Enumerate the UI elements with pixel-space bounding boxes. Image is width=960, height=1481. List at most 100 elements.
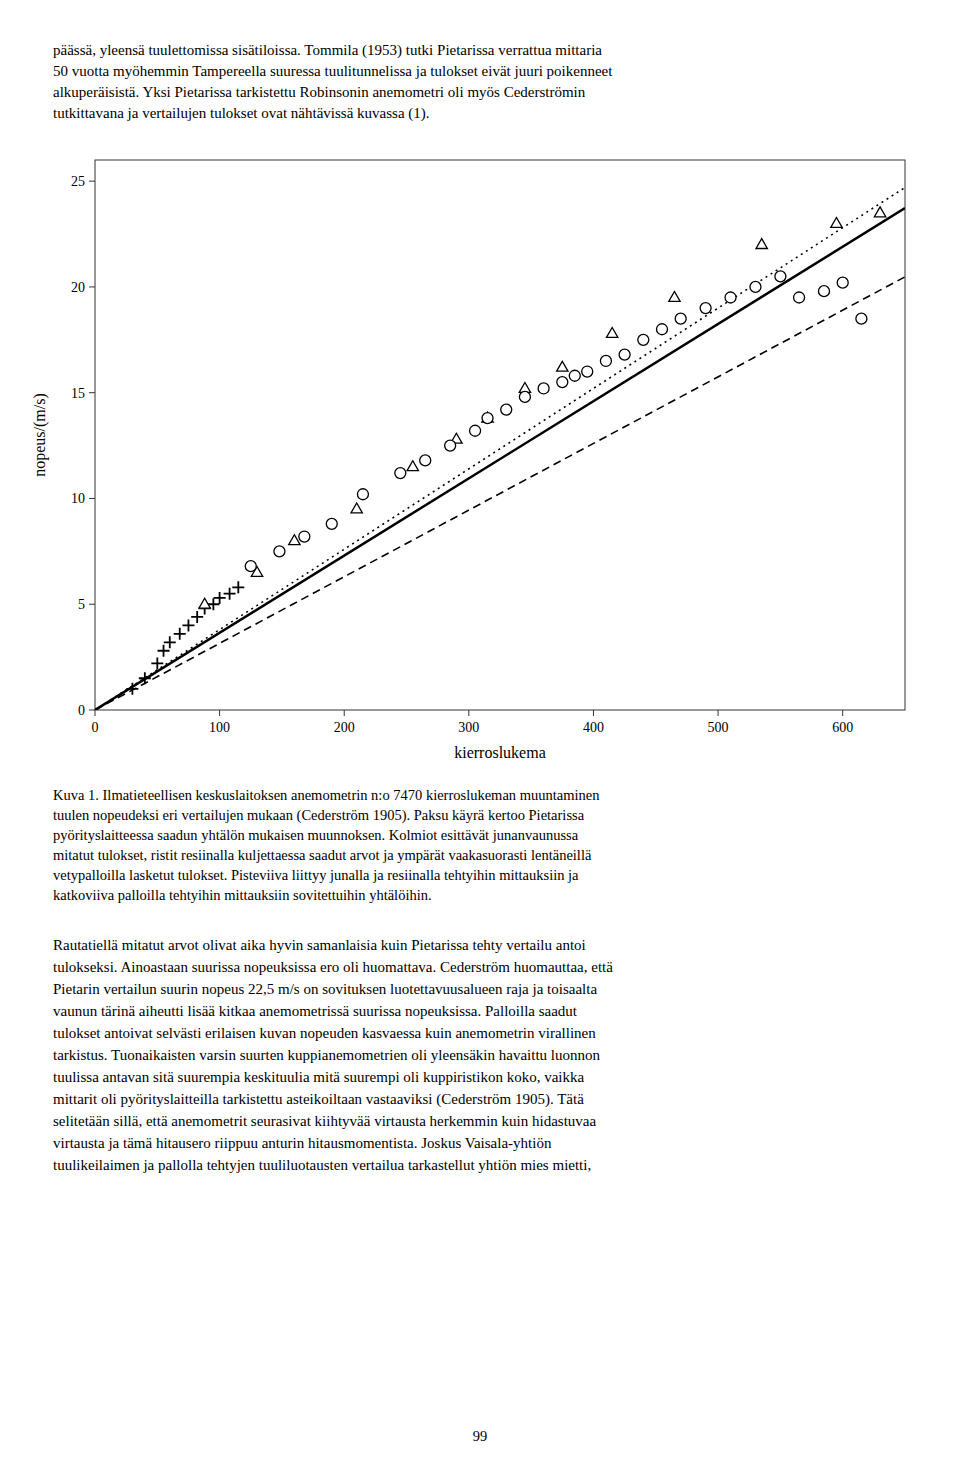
triangle-marker bbox=[831, 217, 842, 227]
circle-marker bbox=[794, 292, 805, 303]
caption-line: Kuva 1. Ilmatieteellisen keskuslaitoksen… bbox=[53, 787, 600, 803]
x-tick-label: 0 bbox=[92, 720, 99, 735]
y-tick bbox=[89, 498, 95, 499]
text-above-line: päässä, yleensä tuulettomissa sisätilois… bbox=[53, 42, 602, 59]
text-below: Rautatiellä mitatut arvot olivat aika hy… bbox=[53, 937, 613, 1173]
text-below-line: tulokset antoivat selvästi erilaisen kuv… bbox=[53, 1025, 596, 1041]
line-dashed bbox=[95, 277, 905, 710]
text-above: päässä, yleensä tuulettomissa sisätilois… bbox=[53, 42, 613, 122]
caption-line: mitatut tulokset, ristit resiinalla kulj… bbox=[53, 847, 592, 863]
text-below-line: tarkistus. Tuonaikaisten varsin suurten … bbox=[53, 1047, 601, 1063]
circle-marker bbox=[619, 349, 630, 360]
x-tick bbox=[468, 710, 469, 716]
circle-marker bbox=[569, 370, 580, 381]
y-tick-label: 0 bbox=[78, 703, 85, 718]
circle-marker bbox=[700, 303, 711, 314]
background bbox=[0, 0, 960, 1481]
text-below-line: tuulissa antavan sitä suurempia keskituu… bbox=[53, 1069, 585, 1085]
circle-marker bbox=[819, 286, 830, 297]
text-below-line: vaunun tärinä aiheutti lisää kitkaa anem… bbox=[53, 1003, 578, 1019]
y-tick-label: 25 bbox=[71, 174, 85, 189]
circle-marker bbox=[638, 334, 649, 345]
circle-marker bbox=[395, 468, 406, 479]
circle-marker bbox=[775, 271, 786, 282]
triangle-marker bbox=[557, 361, 568, 371]
circle-marker bbox=[357, 489, 368, 500]
x-tick bbox=[219, 710, 220, 716]
x-tick-label: 500 bbox=[708, 720, 729, 735]
cross-marker bbox=[191, 611, 203, 623]
x-tick-label: 600 bbox=[832, 720, 853, 735]
y-tick bbox=[89, 604, 95, 605]
circle-marker bbox=[501, 404, 512, 415]
y-tick bbox=[89, 710, 95, 711]
text-below-line: tuulikeilaimen ja pallolla tehtyjen tuul… bbox=[53, 1157, 591, 1173]
text-above-line: alkuperäisistä. Yksi Pietarissa tarkiste… bbox=[53, 84, 586, 100]
circle-marker bbox=[600, 355, 611, 366]
plot-frame bbox=[95, 160, 905, 710]
caption-line: katkoviiva palloilla tehtyihin mittauksi… bbox=[53, 887, 432, 903]
y-tick-label: 10 bbox=[71, 491, 85, 506]
x-tick-label: 400 bbox=[583, 720, 604, 735]
x-tick-label: 300 bbox=[458, 720, 479, 735]
text-below-line: tulokseksi. Ainoastaan suurissa nopeuksi… bbox=[53, 959, 613, 975]
triangle-marker bbox=[756, 239, 767, 249]
caption-line: pyörityslaitteessa saadun yhtälön mukais… bbox=[53, 827, 579, 843]
y-tick bbox=[89, 286, 95, 287]
chart: 01002003004005006000510152025kierrosluke… bbox=[31, 160, 905, 761]
circle-marker bbox=[675, 313, 686, 324]
text-below-line: Pietarin vertailun suurin nopeus 22,5 m/… bbox=[53, 981, 597, 997]
circle-marker bbox=[245, 561, 256, 572]
cross-marker bbox=[164, 636, 176, 648]
text-below-line: virtausta ja tämä hitausero riippuu antu… bbox=[53, 1135, 552, 1151]
circle-marker bbox=[582, 366, 593, 377]
circle-marker bbox=[657, 324, 668, 335]
cross-marker bbox=[126, 683, 138, 695]
triangle-marker bbox=[199, 598, 210, 608]
triangle-marker bbox=[874, 207, 885, 217]
circle-marker bbox=[519, 391, 530, 402]
circle-marker bbox=[299, 531, 310, 542]
circle-marker bbox=[538, 383, 549, 394]
y-axis-label: nopeus/(m/s) bbox=[31, 393, 49, 477]
triangle-marker bbox=[351, 503, 362, 513]
cross-marker bbox=[139, 672, 151, 684]
text-above-line: 50 vuotta myöhemmin Tampereella suuressa… bbox=[53, 63, 613, 79]
circle-marker bbox=[470, 425, 481, 436]
x-tick-label: 100 bbox=[209, 720, 230, 735]
y-tick bbox=[89, 181, 95, 182]
page-number: 99 bbox=[473, 1428, 488, 1444]
caption: Kuva 1. Ilmatieteellisen keskuslaitoksen… bbox=[53, 787, 600, 903]
x-tick bbox=[95, 710, 96, 716]
circle-marker bbox=[856, 313, 867, 324]
cross-marker bbox=[232, 581, 244, 593]
cross-marker bbox=[158, 645, 170, 657]
triangle-marker bbox=[669, 292, 680, 302]
y-tick-label: 20 bbox=[71, 280, 85, 295]
circle-marker bbox=[326, 518, 337, 529]
circle-marker bbox=[445, 440, 456, 451]
page: päässä, yleensä tuulettomissa sisätilois… bbox=[0, 0, 960, 1481]
caption-line: tuulen nopeudeksi eri vertailujen mukaan… bbox=[53, 807, 585, 824]
cross-marker bbox=[174, 628, 186, 640]
text-below-line: mittarit oli pyörityslaitteilla tarkiste… bbox=[53, 1091, 584, 1108]
cross-marker bbox=[151, 657, 163, 669]
x-tick-label: 200 bbox=[334, 720, 355, 735]
x-tick bbox=[593, 710, 594, 716]
caption-line: vetypalloilla lasketut tulokset. Pistevi… bbox=[53, 867, 579, 883]
y-tick-label: 15 bbox=[71, 386, 85, 401]
plot-area bbox=[95, 188, 905, 711]
circle-marker bbox=[274, 546, 285, 557]
text-above-line: tutkittavana ja vertailujen tulokset ova… bbox=[53, 105, 430, 122]
circle-marker bbox=[837, 277, 848, 288]
x-axis-label: kierroslukema bbox=[454, 744, 546, 761]
text-below-line: Rautatiellä mitatut arvot olivat aika hy… bbox=[53, 937, 586, 953]
triangle-marker bbox=[606, 327, 617, 337]
x-tick bbox=[718, 710, 719, 716]
y-tick bbox=[89, 392, 95, 393]
line-solid bbox=[95, 208, 905, 710]
x-tick bbox=[842, 710, 843, 716]
circle-marker bbox=[482, 413, 493, 424]
circle-marker bbox=[725, 292, 736, 303]
cross-marker bbox=[224, 588, 236, 600]
